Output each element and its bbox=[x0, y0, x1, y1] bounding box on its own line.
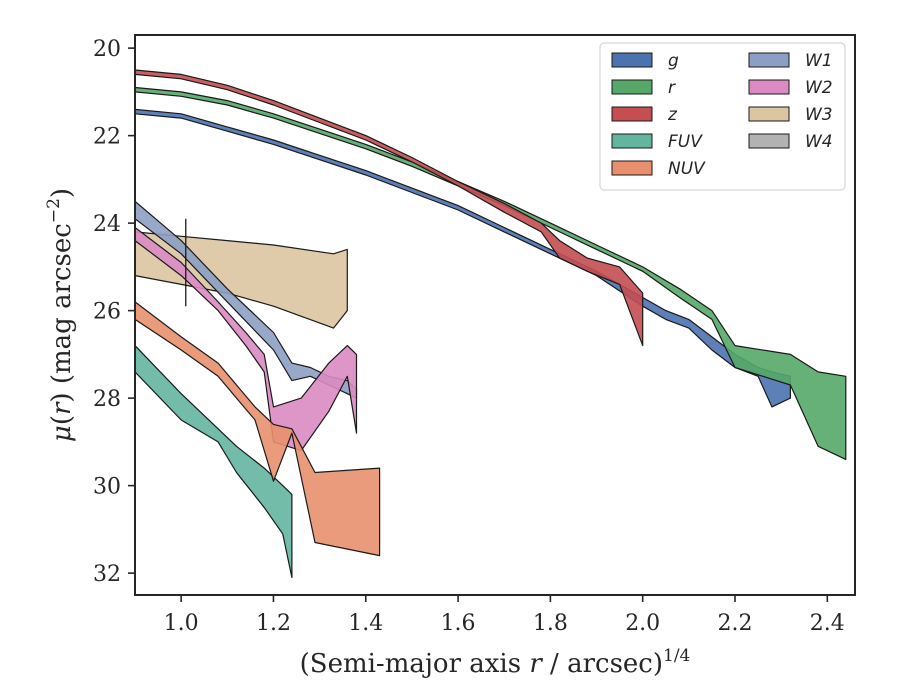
legend-label-z: z bbox=[667, 105, 678, 125]
legend-swatch-w4 bbox=[748, 133, 790, 149]
legend-swatch-g bbox=[611, 52, 653, 68]
legend-swatch-fuv bbox=[611, 133, 653, 149]
y-tick-label: 20 bbox=[93, 37, 121, 62]
legend-swatch-w2 bbox=[748, 79, 790, 95]
legend-label-w2: W2 bbox=[805, 78, 833, 98]
legend-label-r: r bbox=[668, 78, 676, 98]
y-tick-label: 28 bbox=[93, 387, 121, 412]
legend-swatch-w3 bbox=[748, 106, 790, 122]
x-tick-label: 2.0 bbox=[625, 611, 660, 636]
band-w2 bbox=[135, 226, 358, 452]
x-tick-label: 1.0 bbox=[164, 611, 199, 636]
legend-label-w4: W4 bbox=[805, 132, 833, 152]
legend: grz FUV NUV W1 W2 W3 W4 bbox=[599, 42, 846, 191]
legend-swatch-z bbox=[611, 106, 653, 122]
x-tick-label: 1.8 bbox=[533, 611, 568, 636]
y-tick-label: 24 bbox=[93, 212, 121, 237]
x-tick-label: 1.6 bbox=[441, 611, 476, 636]
x-tick-label: 2.4 bbox=[810, 611, 845, 636]
legend-swatch-nuv bbox=[611, 160, 653, 176]
x-tick-label: 1.4 bbox=[348, 611, 383, 636]
band-nuv bbox=[135, 301, 381, 557]
x-axis: 1.0 1.2 1.4 1.6 1.8 2.0 2.2 2.4 bbox=[164, 595, 845, 636]
legend-label-fuv: FUV bbox=[668, 132, 703, 152]
legend-swatch-w1 bbox=[748, 52, 790, 68]
y-tick-label: 32 bbox=[93, 562, 121, 587]
y-tick-label: 22 bbox=[93, 125, 121, 150]
legend-label-w3: W3 bbox=[805, 105, 833, 125]
band-layer bbox=[135, 69, 847, 579]
legend-label-g: g bbox=[668, 51, 679, 71]
legend-label-w1: W1 bbox=[805, 51, 833, 71]
y-tick-label: 26 bbox=[93, 300, 121, 325]
legend-label-nuv: NUV bbox=[668, 159, 706, 179]
y-axis-label: μ(r) (mag arcsec−2) bbox=[44, 188, 77, 442]
band-fuv bbox=[135, 345, 293, 579]
x-axis-label: (Semi-major axis r / arcsec)1/4 bbox=[300, 646, 691, 679]
x-tick-label: 2.2 bbox=[718, 611, 753, 636]
band-z bbox=[135, 69, 644, 347]
x-tick-label: 1.2 bbox=[256, 611, 291, 636]
y-tick-label: 30 bbox=[93, 475, 121, 500]
band-g bbox=[135, 108, 792, 408]
plot-frame bbox=[134, 34, 856, 596]
legend-swatch-r bbox=[611, 79, 653, 95]
y-axis: 20 22 24 26 28 30 32 bbox=[93, 37, 135, 587]
